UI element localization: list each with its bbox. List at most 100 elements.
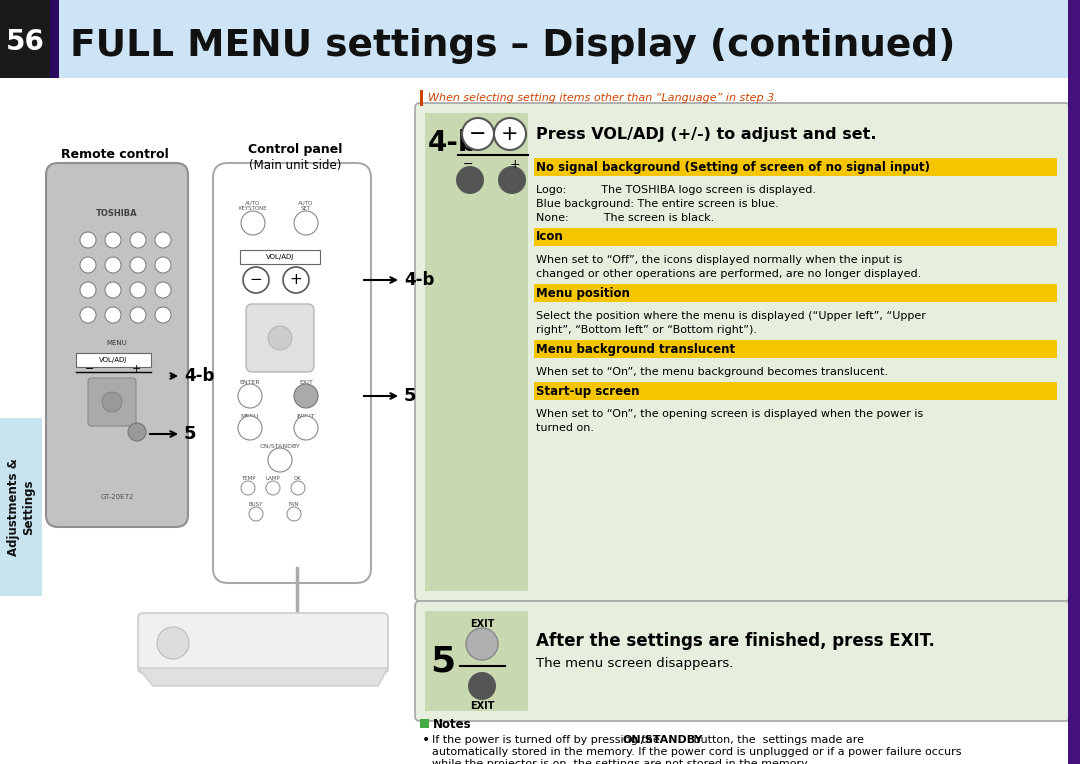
Text: Press VOL/ADJ (+/-) to adjust and set.: Press VOL/ADJ (+/-) to adjust and set.: [536, 128, 877, 143]
Bar: [0, 0, 1080, 78]
Polygon shape: [138, 668, 388, 686]
Text: TEMP: TEMP: [241, 475, 255, 481]
Text: −: −: [249, 273, 262, 287]
Text: Control panel: Control panel: [247, 144, 342, 157]
Circle shape: [129, 423, 146, 441]
Bar: [1068, 0, 1080, 764]
Bar: [534, 284, 1057, 302]
Text: EXIT: EXIT: [299, 380, 313, 386]
Text: When set to “On”, the opening screen is displayed when the power is: When set to “On”, the opening screen is …: [536, 409, 923, 419]
Text: −: −: [85, 364, 95, 374]
Circle shape: [498, 166, 526, 194]
Text: Logo:          The TOSHIBA logo screen is displayed.: Logo: The TOSHIBA logo screen is display…: [536, 185, 816, 195]
Circle shape: [105, 232, 121, 248]
Text: GT-20E72: GT-20E72: [100, 494, 134, 500]
Bar: [528, 611, 1059, 711]
Text: MENU: MENU: [241, 413, 259, 419]
Text: EXIT: EXIT: [470, 701, 495, 711]
Text: AUTO
KEYSTONE: AUTO KEYSTONE: [239, 201, 268, 212]
Circle shape: [105, 257, 121, 273]
Text: Notes: Notes: [433, 717, 472, 730]
Text: No signal background (Setting of screen of no signal input): No signal background (Setting of screen …: [536, 160, 930, 173]
Text: When selecting setting items other than “Language” in step 3.: When selecting setting items other than …: [428, 93, 778, 103]
Bar: [426, 113, 528, 591]
Bar: [426, 611, 528, 711]
Circle shape: [249, 507, 264, 521]
Circle shape: [156, 257, 171, 273]
Bar: [0, 0, 50, 78]
FancyBboxPatch shape: [213, 163, 372, 583]
Text: 4-b: 4-b: [404, 271, 434, 289]
Circle shape: [80, 307, 96, 323]
Text: right”, “Bottom left” or “Bottom right”).: right”, “Bottom left” or “Bottom right”)…: [536, 325, 757, 335]
Bar: [528, 113, 1059, 591]
Text: +: +: [501, 124, 518, 144]
Circle shape: [294, 384, 318, 408]
Circle shape: [102, 392, 122, 412]
Text: Remote control: Remote control: [62, 148, 168, 161]
Text: while the projector is on, the settings are not stored in the memory.: while the projector is on, the settings …: [432, 759, 810, 764]
Circle shape: [238, 416, 262, 440]
Circle shape: [105, 307, 121, 323]
Bar: [420, 719, 429, 728]
Bar: [50, 0, 59, 78]
Text: 5: 5: [404, 387, 417, 405]
Text: +: +: [289, 273, 302, 287]
Text: OK: OK: [294, 475, 302, 481]
Text: turned on.: turned on.: [536, 423, 594, 433]
Text: FAN: FAN: [288, 501, 299, 507]
Text: ON/STANDBY: ON/STANDBY: [622, 735, 703, 745]
Text: button, the  settings made are: button, the settings made are: [690, 735, 864, 745]
Circle shape: [294, 211, 318, 235]
Text: ON/STANDBY: ON/STANDBY: [259, 443, 300, 448]
Text: None:          The screen is black.: None: The screen is black.: [536, 213, 714, 223]
Circle shape: [157, 627, 189, 659]
Bar: [534, 158, 1057, 176]
Text: Select the position where the menu is displayed (“Upper left”, “Upper: Select the position where the menu is di…: [536, 311, 926, 321]
Circle shape: [268, 326, 292, 350]
Text: 4-b: 4-b: [428, 129, 478, 157]
Circle shape: [156, 282, 171, 298]
Circle shape: [266, 481, 280, 495]
Circle shape: [156, 307, 171, 323]
Text: changed or other operations are performed, are no longer displayed.: changed or other operations are performe…: [536, 269, 921, 279]
Circle shape: [287, 507, 301, 521]
Circle shape: [283, 267, 309, 293]
FancyBboxPatch shape: [46, 163, 188, 527]
Circle shape: [494, 118, 526, 150]
Text: FULL MENU settings – Display (continued): FULL MENU settings – Display (continued): [70, 28, 956, 64]
Circle shape: [130, 257, 146, 273]
Circle shape: [465, 628, 498, 660]
FancyBboxPatch shape: [87, 378, 136, 426]
Bar: [534, 228, 1057, 246]
Text: −: −: [469, 124, 487, 144]
Text: MENU: MENU: [107, 340, 127, 346]
FancyBboxPatch shape: [415, 103, 1070, 601]
Text: −: −: [462, 157, 473, 170]
Text: 5: 5: [430, 644, 455, 678]
Text: When set to “On”, the menu background becomes translucent.: When set to “On”, the menu background be…: [536, 367, 888, 377]
Text: 4-b: 4-b: [184, 367, 214, 385]
Circle shape: [243, 267, 269, 293]
Text: VOL/ADJ: VOL/ADJ: [266, 254, 294, 260]
FancyBboxPatch shape: [246, 304, 314, 372]
Text: 56: 56: [5, 28, 44, 56]
Bar: [534, 382, 1057, 400]
Text: VOL/ADJ: VOL/ADJ: [99, 357, 127, 363]
Circle shape: [294, 416, 318, 440]
Circle shape: [130, 307, 146, 323]
Text: INPUT: INPUT: [297, 413, 315, 419]
Bar: [76, 353, 151, 367]
Text: When set to “Off”, the icons displayed normally when the input is: When set to “Off”, the icons displayed n…: [536, 255, 902, 265]
Text: Menu position: Menu position: [536, 286, 630, 299]
Circle shape: [105, 282, 121, 298]
Text: Icon: Icon: [536, 231, 564, 244]
Bar: [534, 340, 1057, 358]
Circle shape: [456, 166, 484, 194]
Text: 5: 5: [184, 425, 197, 443]
Bar: [240, 250, 320, 264]
Circle shape: [291, 481, 305, 495]
FancyBboxPatch shape: [415, 601, 1070, 721]
Text: Start-up screen: Start-up screen: [536, 384, 639, 397]
Circle shape: [238, 384, 262, 408]
